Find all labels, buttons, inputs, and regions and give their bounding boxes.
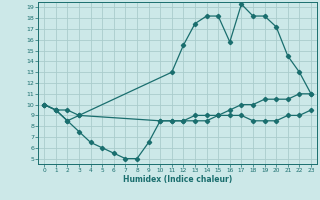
X-axis label: Humidex (Indice chaleur): Humidex (Indice chaleur): [123, 175, 232, 184]
